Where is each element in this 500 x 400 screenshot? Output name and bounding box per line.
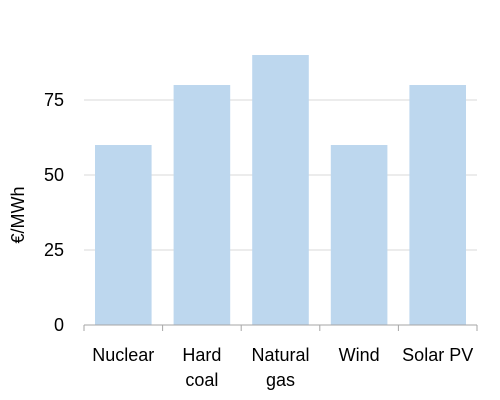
labels: 0 25 50 75 Nuclear Hard coal Natural gas Wind Sola… <box>44 90 473 390</box>
x-tick-label-line: Wind <box>339 345 380 365</box>
y-tick-label: 0 <box>54 315 64 335</box>
x-tick-label-line: Hard <box>182 345 221 365</box>
x-tick-label-line: Natural <box>251 345 309 365</box>
axes <box>83 324 478 331</box>
x-tick-label-line: Solar PV <box>402 345 473 365</box>
y-tick-label: 50 <box>44 165 64 185</box>
x-tick-label: Hard coal <box>182 345 221 390</box>
y-axis-label: €/MWh <box>8 186 28 243</box>
bar <box>95 145 152 325</box>
x-tick-label: Solar PV <box>402 345 473 365</box>
y-tick-label: 75 <box>44 90 64 110</box>
bar <box>252 55 309 325</box>
x-tick-label: Natural gas <box>251 345 309 390</box>
x-tick-label: Wind <box>339 345 380 365</box>
y-tick-label: 25 <box>44 240 64 260</box>
bar <box>173 85 231 325</box>
x-tick-label-line: Nuclear <box>92 345 154 365</box>
bars <box>95 55 466 325</box>
x-tick-label-line: gas <box>266 370 295 390</box>
x-tick-label-line: coal <box>185 370 218 390</box>
x-tick-label: Nuclear <box>92 345 154 365</box>
bar <box>409 85 466 325</box>
bar <box>330 145 388 325</box>
